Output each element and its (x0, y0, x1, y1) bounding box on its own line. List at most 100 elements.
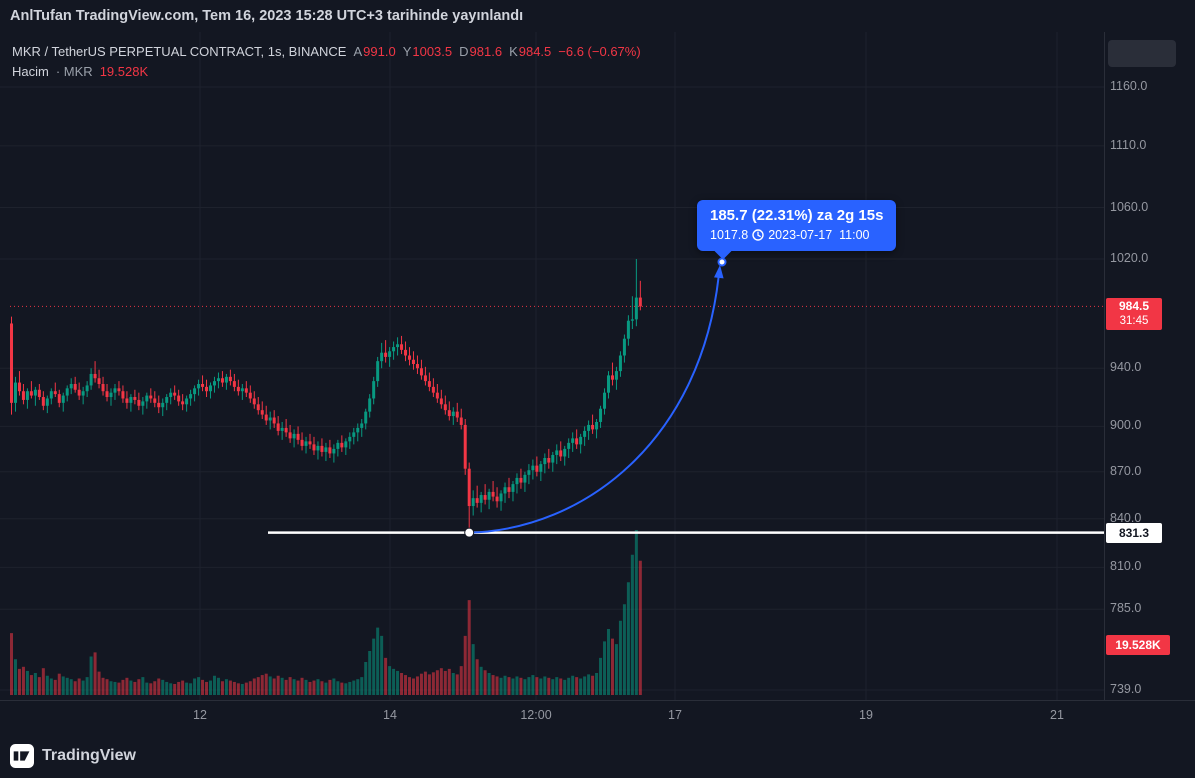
volume-bar (439, 668, 443, 695)
volume-bar (539, 678, 543, 695)
candle-body (268, 417, 272, 421)
volume-bar (388, 666, 392, 695)
volume-bar (209, 680, 212, 695)
volume-bar (109, 681, 113, 695)
current-price-badge: 984.5 31:45 (1106, 298, 1162, 330)
volume-bar (308, 681, 312, 695)
candle-body (543, 458, 547, 465)
candle-body (427, 381, 431, 387)
volume-bar (93, 652, 97, 695)
volume-bar (467, 600, 471, 695)
price-tick-label: 840.0 (1110, 510, 1142, 525)
candle-body (547, 458, 551, 463)
candle-body (165, 397, 169, 403)
volume-bar (201, 679, 205, 695)
volume-bar (260, 675, 264, 695)
volume-bar (471, 644, 475, 695)
volume-bar (284, 679, 288, 695)
candle-body (515, 477, 519, 485)
candle-body (284, 427, 288, 433)
candle-body (614, 371, 618, 380)
candle-body (276, 423, 280, 431)
volume-bar (411, 678, 415, 695)
volume-bar (495, 676, 499, 695)
price-tick-label: 1110.0 (1110, 137, 1147, 152)
candle-body (555, 450, 559, 455)
candle-body (610, 375, 614, 380)
candle-body (133, 397, 137, 400)
volume-bar (475, 659, 479, 695)
volume-bar (220, 681, 224, 695)
candle-body (551, 454, 555, 463)
volume-bar (356, 679, 360, 695)
volume-bar (527, 677, 531, 695)
projection-tooltip[interactable]: 185.7 (22.31%) za 2g 15s 1017.8 2023-07-… (697, 200, 897, 260)
volume-bar (614, 644, 618, 695)
candle-body (296, 433, 300, 440)
candle-body (308, 441, 312, 445)
candle-body (483, 495, 487, 500)
volume-bar (17, 668, 21, 695)
volume-bar (555, 677, 559, 695)
candle-body (93, 373, 97, 379)
candle-body (411, 359, 415, 364)
candle-body (145, 395, 149, 402)
candle-body (539, 464, 543, 472)
volume-bar (547, 677, 551, 695)
candle-body (81, 391, 85, 396)
volume-bar (531, 675, 535, 695)
volume-bar (324, 682, 328, 695)
candle-body (109, 392, 113, 398)
volume-bar (77, 678, 81, 695)
candle-body (340, 442, 344, 448)
candle-body (634, 297, 638, 320)
chart-legend[interactable]: MKR / TetherUS PERPETUAL CONTRACT, 1s, B… (12, 44, 641, 84)
candle-body (364, 411, 368, 424)
candle-body (37, 389, 41, 398)
volume-bar (13, 659, 17, 695)
volume-bar (145, 682, 149, 695)
volume-bar (288, 677, 292, 695)
volume-bar (73, 681, 77, 695)
candle-body (567, 442, 571, 449)
volume-bar (169, 683, 173, 695)
candle-body (463, 424, 467, 469)
candle-body (404, 349, 408, 356)
projection-target-datetime: 2023-07-17 11:00 (768, 228, 870, 242)
candle-body (280, 427, 284, 431)
candle-body (447, 410, 451, 417)
volume-bar (21, 666, 25, 695)
volume-value: 19.528K (99, 64, 149, 79)
volume-bar (400, 673, 404, 695)
change-value: −6.6 (−0.67%) (558, 44, 641, 59)
volume-bar (483, 670, 487, 695)
axis-corner-box[interactable] (1108, 40, 1176, 67)
volume-bar (523, 679, 527, 695)
volume-bar (153, 681, 157, 695)
tradingview-logo[interactable] (10, 744, 34, 768)
volume-bar (352, 680, 356, 695)
volume-bar (567, 677, 571, 695)
projection-change-text: 185.7 (22.31%) za 2g 15s (710, 207, 884, 224)
footer-brand-text: TradingView (42, 747, 136, 764)
candle-body (491, 491, 495, 497)
volume-bar (193, 678, 197, 695)
volume-bar (244, 682, 248, 695)
candle-body (423, 375, 427, 382)
volume-bar (33, 673, 37, 695)
candle-body (622, 338, 626, 356)
volume-bar (121, 679, 125, 695)
volume-bar (292, 679, 296, 695)
candle-body (244, 388, 248, 393)
candle-body (77, 389, 81, 396)
candle-body (392, 347, 396, 352)
volume-bar (443, 670, 447, 695)
symbol-row: MKR / TetherUS PERPETUAL CONTRACT, 1s, B… (12, 44, 641, 64)
candle-body (495, 496, 499, 502)
candle-body (121, 391, 125, 399)
volume-bar (435, 670, 439, 695)
volume-bar (61, 676, 65, 695)
price-tick-label: 810.0 (1110, 559, 1142, 574)
price-tick-label: 870.0 (1110, 463, 1142, 478)
